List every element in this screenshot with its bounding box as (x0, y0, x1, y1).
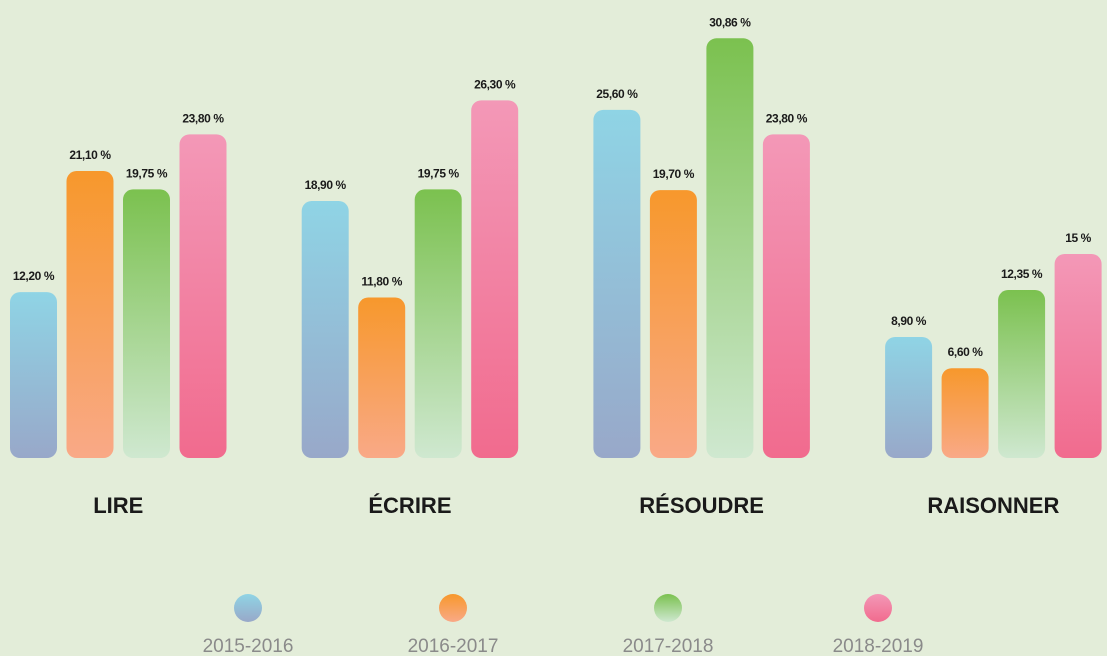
bar (649, 190, 697, 458)
value-label: 15 % (1065, 231, 1091, 245)
category-label: RÉSOUDRE (639, 493, 764, 518)
value-label: 25,60 % (596, 87, 638, 101)
value-label: 11,80 % (361, 275, 402, 289)
bar (66, 171, 114, 459)
category-label: ÉCRIRE (368, 493, 451, 518)
value-label: 12,20 % (13, 269, 55, 283)
bar (941, 368, 989, 458)
bar (1054, 254, 1102, 458)
legend-label: 2016-2017 (408, 636, 499, 656)
bar (10, 292, 57, 458)
legend-marker (439, 594, 467, 622)
bar (414, 189, 462, 458)
bar (706, 38, 754, 458)
value-label: 18,90 % (305, 178, 347, 192)
category-label: LIRE (93, 493, 143, 518)
value-label: 23,80 % (182, 111, 224, 125)
legend-label: 2018-2019 (833, 636, 924, 656)
value-label: 6,60 % (948, 345, 984, 359)
value-label: 19,70 % (653, 167, 695, 181)
bar (593, 109, 641, 458)
bar (762, 134, 810, 458)
legend-marker (654, 594, 682, 622)
value-label: 19,75 % (126, 166, 168, 180)
legend-label: 2015-2016 (203, 636, 294, 656)
bar (358, 297, 406, 458)
value-label: 23,80 % (766, 111, 808, 125)
bar (471, 100, 519, 458)
value-label: 21,10 % (69, 148, 111, 162)
bar (301, 200, 349, 458)
legend-marker (234, 594, 262, 622)
value-label: 26,30 % (474, 77, 516, 91)
value-label: 8,90 % (891, 314, 927, 328)
value-label: 30,86 % (709, 15, 751, 29)
category-label: RAISONNER (927, 493, 1059, 518)
bar (998, 290, 1046, 458)
value-label: 12,35 % (1001, 267, 1043, 281)
legend-label: 2017-2018 (623, 636, 714, 656)
legend-marker (864, 594, 892, 622)
bar (885, 336, 933, 458)
bar (179, 134, 227, 458)
bar (123, 189, 170, 458)
value-label: 19,75 % (418, 166, 460, 180)
